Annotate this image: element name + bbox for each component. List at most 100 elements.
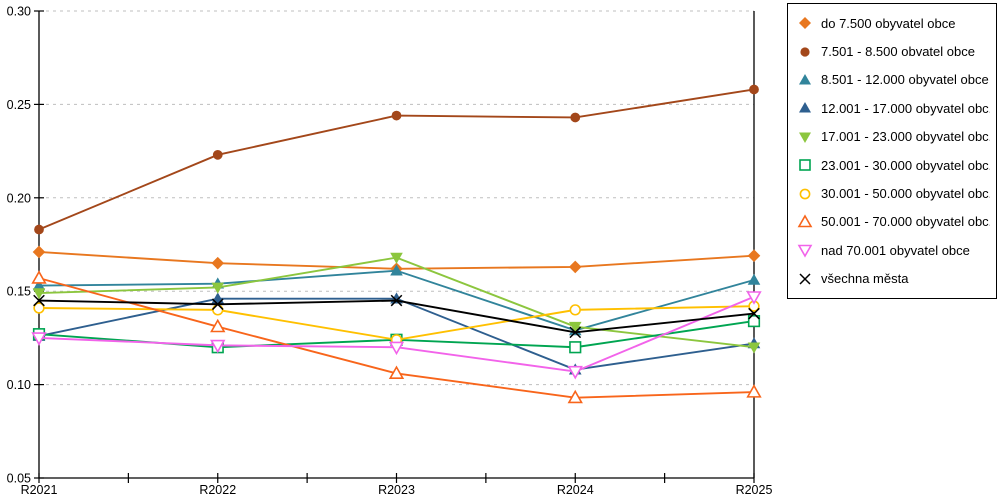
- y-tick-label: 0.20: [7, 191, 31, 205]
- data-point: [211, 298, 224, 311]
- data-point: [799, 188, 811, 199]
- data-point: [569, 304, 581, 316]
- data-point: [749, 84, 759, 95]
- data-point: [210, 318, 226, 333]
- data-point: [799, 273, 811, 285]
- legend-label: do 7.500 obyvatel obce: [821, 15, 956, 31]
- legend-item: nad 70.001 obyvatel obce: [797, 236, 990, 264]
- data-point: [210, 339, 226, 354]
- legend-item: všechna města: [797, 265, 990, 293]
- data-point: [33, 302, 45, 314]
- axes: [38, 11, 755, 479]
- series-1: [34, 84, 759, 235]
- data-point: [212, 149, 223, 160]
- data-point: [390, 264, 403, 276]
- circle-marker-icon: [800, 46, 810, 57]
- legend-label: všechna města: [821, 271, 909, 287]
- series-9: [33, 294, 760, 339]
- data-point: [211, 282, 225, 294]
- data-point: [799, 159, 811, 171]
- series-8: [31, 291, 762, 380]
- data-point: [31, 270, 47, 284]
- plot-area: 0.05 0.10 0.15 0.20 0.25 0.30 R2021 R2022 R2023 R…: [7, 5, 773, 498]
- x-tick-label: R2021: [21, 483, 58, 497]
- legend-item: do 7.500 obyvatel obce: [797, 9, 990, 37]
- data-point: [747, 273, 761, 285]
- legend-item: 30.001 - 50.000 obyvatel obc...: [797, 179, 990, 207]
- data-point: [32, 245, 46, 259]
- data-point: [32, 279, 46, 291]
- data-point: [388, 365, 405, 379]
- legend-item: 23.001 - 30.000 obyvatel obc...: [797, 151, 990, 179]
- x-tick-label: R2024: [557, 483, 594, 497]
- legend-item: 17.001 - 23.000 obyvatel obc...: [797, 123, 990, 151]
- tick-labels: 0.05 0.10 0.15 0.20 0.25 0.30 R2021 R2022 R2023 R…: [7, 5, 773, 498]
- data-point: [567, 389, 583, 404]
- data-point: [212, 304, 224, 316]
- data-point: [746, 384, 762, 398]
- triangle-up-marker-icon: [799, 73, 811, 85]
- series-line: [38, 88, 755, 231]
- series-7: [31, 270, 762, 404]
- legend-item: 50.001 - 70.000 obyvatel obc...: [797, 208, 990, 236]
- data-point: [33, 294, 45, 307]
- triangle-down-marker-icon: [799, 132, 811, 143]
- series-line: [38, 299, 755, 334]
- diamond-marker-icon: [799, 17, 811, 30]
- data-point: [568, 321, 582, 333]
- data-point: [746, 291, 762, 305]
- legend-label: 17.001 - 23.000 obyvatel obc...: [821, 129, 990, 145]
- data-point: [567, 365, 583, 380]
- data-point: [799, 17, 811, 30]
- circle-marker-icon: [799, 188, 811, 199]
- triangle-up-marker-icon: [797, 214, 813, 228]
- legend-item: 8.501 - 12.000 obyvatel obce: [797, 66, 990, 94]
- y-tick-label: 0.15: [7, 285, 31, 299]
- data-point: [391, 110, 402, 121]
- legend: do 7.500 obyvatel obce 7.501 - 8.500 obva…: [787, 3, 997, 299]
- legend-item: 7.501 - 8.500 obvatel obce: [797, 37, 990, 65]
- legend-item: 12.001 - 17.000 obyvatel obc...: [797, 94, 990, 122]
- legend-label: 7.501 - 8.500 obvatel obce: [821, 44, 975, 60]
- data-point: [390, 252, 403, 264]
- legend-label: 23.001 - 30.000 obyvatel obc...: [821, 157, 990, 173]
- data-point: [797, 214, 813, 228]
- gridlines: [39, 10, 754, 386]
- series-6: [33, 300, 760, 346]
- y-tick-label: 0.05: [7, 472, 31, 486]
- data-point: [388, 341, 405, 356]
- y-tick-label: 0.10: [7, 378, 31, 392]
- x-tick-label: R2025: [736, 483, 773, 497]
- data-point: [799, 73, 811, 85]
- data-point: [799, 102, 811, 113]
- data-point: [211, 256, 225, 270]
- legend-label: nad 70.001 obyvatel obce: [821, 242, 970, 258]
- data-point: [34, 224, 44, 235]
- legend-label: 8.501 - 12.000 obyvatel obce: [821, 72, 989, 88]
- data-point: [748, 307, 760, 320]
- data-point: [568, 260, 582, 274]
- x-marker-icon: [799, 273, 811, 285]
- data-point: [799, 132, 811, 143]
- square-marker-icon: [799, 159, 811, 171]
- data-point: [747, 314, 761, 328]
- data-point: [569, 326, 582, 339]
- series-3: [32, 292, 761, 375]
- legend-label: 50.001 - 70.000 obyvatel obc...: [821, 214, 990, 230]
- triangle-up-marker-icon: [799, 102, 811, 113]
- series-4: [32, 252, 761, 354]
- data-point: [800, 46, 810, 57]
- data-point: [32, 288, 46, 300]
- data-point: [797, 245, 813, 258]
- y-tick-label: 0.30: [7, 5, 31, 19]
- data-point: [747, 249, 761, 263]
- x-tick-label: R2022: [199, 483, 236, 497]
- data-point: [569, 341, 582, 354]
- ticks: [34, 10, 755, 483]
- data-point: [570, 112, 581, 123]
- legend-label: 30.001 - 50.000 obyvatel obc...: [821, 186, 990, 202]
- legend-label: 12.001 - 17.000 obyvatel obc...: [821, 100, 990, 116]
- data-point: [390, 294, 403, 307]
- triangle-down-marker-icon: [797, 245, 813, 258]
